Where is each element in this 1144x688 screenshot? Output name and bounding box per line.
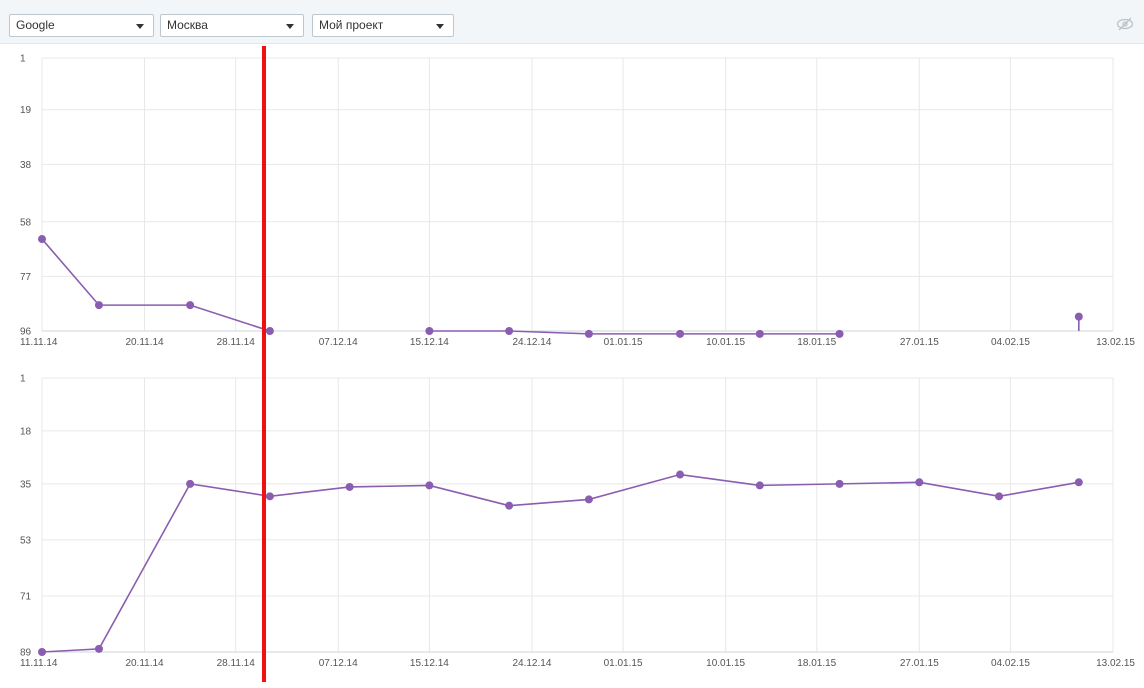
x-tick-label: 15.12.14 (410, 337, 449, 348)
series-line (429, 330, 840, 335)
y-tick-label: 1 (20, 374, 26, 385)
data-point[interactable] (425, 327, 434, 335)
data-point[interactable] (584, 495, 593, 504)
data-point[interactable] (584, 329, 593, 338)
x-tick-label: 28.11.14 (217, 337, 256, 348)
data-point[interactable] (505, 327, 514, 335)
x-tick-label: 10.01.15 (706, 337, 745, 348)
data-point[interactable] (94, 301, 103, 310)
data-point[interactable] (38, 235, 46, 244)
x-tick-label: 20.11.14 (125, 337, 164, 348)
x-tick-label: 01.01.15 (604, 337, 643, 348)
x-tick-label: 28.11.14 (217, 658, 256, 669)
data-point[interactable] (265, 327, 274, 335)
series-line (41, 473, 1079, 653)
y-tick-label: 1 (20, 54, 26, 65)
filter-toolbar: Google Москва Мой проект (0, 0, 1144, 44)
data-point[interactable] (1074, 312, 1083, 321)
x-tick-label: 07.12.14 (319, 658, 358, 669)
data-point[interactable] (265, 492, 274, 501)
data-point[interactable] (345, 482, 354, 491)
x-tick-label: 13.02.15 (1096, 337, 1135, 348)
x-tick-label: 24.12.14 (512, 658, 551, 669)
data-point[interactable] (835, 479, 844, 488)
data-point[interactable] (186, 301, 195, 310)
x-tick-label: 04.02.15 (991, 658, 1030, 669)
region-dropdown[interactable]: Москва (160, 14, 304, 37)
x-tick-label: 13.02.15 (1096, 658, 1135, 669)
data-point[interactable] (676, 329, 685, 338)
eye-slash-icon[interactable] (1116, 17, 1134, 31)
y-tick-label: 89 (20, 648, 32, 659)
event-marker-line[interactable] (262, 46, 266, 682)
region-value: Москва (167, 18, 208, 32)
x-tick-label: 11.11.14 (20, 658, 58, 669)
data-point[interactable] (94, 644, 103, 653)
data-point[interactable] (676, 470, 685, 479)
x-tick-label: 20.11.14 (125, 658, 164, 669)
series-line (41, 238, 271, 332)
data-point[interactable] (425, 481, 434, 490)
chevron-down-icon (436, 24, 444, 29)
data-point[interactable] (38, 648, 46, 656)
x-tick-label: 10.01.15 (706, 658, 745, 669)
x-tick-label: 27.01.15 (900, 337, 939, 348)
data-point[interactable] (755, 329, 764, 338)
data-point[interactable] (505, 501, 514, 510)
y-tick-label: 35 (20, 479, 32, 490)
data-point[interactable] (186, 479, 195, 488)
data-point[interactable] (835, 329, 844, 338)
data-point[interactable] (995, 492, 1004, 501)
project-dropdown[interactable]: Мой проект (312, 14, 454, 37)
y-tick-label: 77 (20, 272, 32, 283)
y-tick-label: 58 (20, 217, 32, 228)
x-tick-label: 15.12.14 (410, 658, 449, 669)
chevron-down-icon (136, 24, 144, 29)
y-tick-label: 19 (20, 105, 32, 116)
x-tick-label: 11.11.14 (20, 337, 58, 348)
x-tick-label: 07.12.14 (319, 337, 358, 348)
x-tick-label: 27.01.15 (900, 658, 939, 669)
x-tick-label: 18.01.15 (797, 658, 836, 669)
data-point[interactable] (1074, 478, 1083, 487)
y-tick-label: 18 (20, 426, 32, 437)
x-tick-label: 18.01.15 (797, 337, 836, 348)
project-value: Мой проект (319, 18, 384, 32)
y-tick-label: 96 (20, 327, 32, 338)
y-tick-label: 71 (20, 591, 32, 602)
chevron-down-icon (286, 24, 294, 29)
x-tick-label: 01.01.15 (604, 658, 643, 669)
y-tick-label: 38 (20, 160, 32, 171)
search-engine-dropdown[interactable]: Google (9, 14, 154, 37)
y-tick-label: 53 (20, 535, 32, 546)
search-engine-value: Google (16, 18, 55, 32)
data-point[interactable] (755, 481, 764, 490)
data-point[interactable] (915, 478, 924, 487)
x-tick-label: 04.02.15 (991, 337, 1030, 348)
x-tick-label: 24.12.14 (512, 337, 551, 348)
